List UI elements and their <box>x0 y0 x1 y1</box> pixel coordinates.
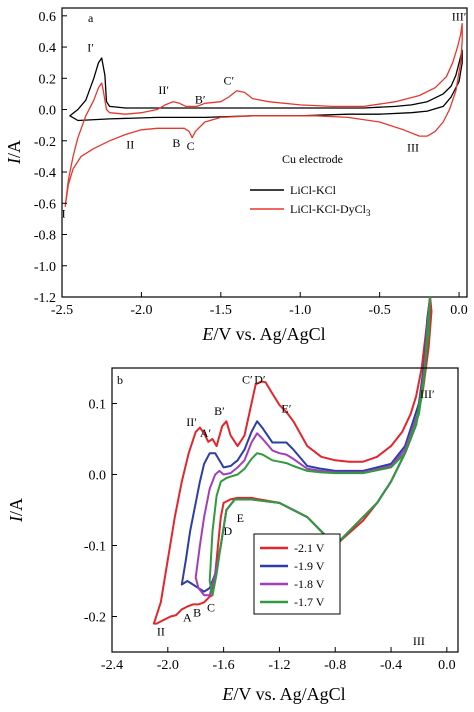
xtick-label-a-5: 0.0 <box>450 303 468 318</box>
panel-b-frame <box>111 367 459 653</box>
annotation-b-7: E <box>237 511 244 525</box>
annotation-a-2: B′ <box>195 92 206 106</box>
legend-b-entry-1: -1.9 V <box>294 559 325 573</box>
panel-b-label: b <box>117 373 123 387</box>
annotation-b-5: E′ <box>281 402 291 416</box>
ytick-label-b-3: 0.1 <box>89 398 107 413</box>
annotation-b-11: C <box>207 601 215 615</box>
xtick-label-a-1: -2.0 <box>130 303 152 318</box>
xtick-label-b-6: 0.0 <box>438 658 456 673</box>
ytick-label-b-2: 0.0 <box>89 469 107 484</box>
ytick-label-a-4: -0.4 <box>34 166 56 181</box>
panel-b: -2.4 -2.0 -1.6 -1.2 -0.8 -0.4 0.0 -0.2 -0.1 0.0 0.… <box>6 296 459 704</box>
annotation-a-8: III <box>407 141 419 155</box>
annotation-b-3: C′ <box>242 373 253 387</box>
ytick-label-a-2: -0.8 <box>34 229 56 244</box>
panel-b-ticks: -2.4 -2.0 -1.6 -1.2 -0.8 -0.4 0.0 -0.2 -0.1 0.0 0.… <box>84 398 456 674</box>
legend-a-entry-1-subscript: 3 <box>366 208 371 218</box>
xtick-label-a-4: -0.5 <box>369 303 391 318</box>
xtick-label-b-3: -1.2 <box>268 658 290 673</box>
panel-a-ticks: -2.5 -2.0 -1.5 -1.0 -0.5 0.0 -1.2 -1.0 -0.8 -0.6 -… <box>34 10 468 318</box>
annotation-b-1: A′ <box>200 426 212 440</box>
series-a-0 <box>69 49 463 122</box>
xtick-label-b-1: -2.0 <box>157 658 179 673</box>
xtick-label-b-2: -1.6 <box>213 658 235 673</box>
annotation-b-10: B <box>193 606 201 620</box>
xtick-label-a-3: -1.0 <box>289 303 311 318</box>
annotation-b-0: II′ <box>186 415 197 429</box>
panel-b-ylabel: I/A <box>6 498 26 523</box>
annotation-b-2: B′ <box>214 404 225 418</box>
annotation-a-3: C′ <box>223 74 234 88</box>
annotation-a-9: I <box>62 206 66 220</box>
xtick-label-b-5: -0.4 <box>380 658 402 673</box>
ytick-label-a-9: 0.6 <box>39 10 57 25</box>
ytick-label-a-3: -0.6 <box>34 197 56 212</box>
ytick-label-a-0: -1.2 <box>34 291 56 306</box>
ytick-label-b-1: -0.1 <box>84 540 106 555</box>
ytick-label-a-5: -0.2 <box>34 135 56 150</box>
annotation-b-8: D <box>223 524 232 538</box>
legend-a-entry-1: LiCl-KCl-DyCl3 <box>290 202 371 218</box>
xtick-label-a-0: -2.5 <box>51 303 73 318</box>
ytick-label-a-1: -1.0 <box>34 260 56 275</box>
legend-a-title: Cu electrode <box>282 152 343 166</box>
xtick-label-a-2: -1.5 <box>210 303 232 318</box>
annotation-b-9: A <box>183 610 192 624</box>
ytick-label-a-8: 0.4 <box>39 41 57 56</box>
annotation-b-12: II <box>157 625 165 639</box>
series-b-0 <box>152 296 433 625</box>
ytick-label-b-0: -0.2 <box>84 611 106 626</box>
annotation-a-6: B <box>172 136 180 150</box>
panel-a-frame <box>61 7 468 298</box>
panel-a-xlabel: E/V vs. Ag/AgCl <box>201 324 325 344</box>
legend-b-entry-3: -1.7 V <box>294 595 325 609</box>
annotation-a-1: II′ <box>158 83 169 97</box>
xtick-label-b-4: -0.8 <box>324 658 346 673</box>
annotation-a-0: I′ <box>87 41 94 55</box>
panel-a-ylabel: I/A <box>4 140 24 165</box>
annotation-a-5: II <box>126 138 134 152</box>
legend-a-entry-0: LiCl-KCl <box>290 183 337 197</box>
panel-b-series-layer <box>152 296 433 625</box>
panel-a: -2.5 -2.0 -1.5 -1.0 -0.5 0.0 -1.2 -1.0 -0.8 -0.6 -… <box>4 7 468 344</box>
annotation-b-4: D′ <box>254 373 266 387</box>
panel-b-xlabel: E/V vs. Ag/AgCl <box>221 684 345 704</box>
series-a-1 <box>64 22 463 208</box>
ytick-label-a-6: 0.0 <box>39 104 57 119</box>
panel-a-series-layer <box>64 22 463 208</box>
panel-a-label: a <box>88 11 94 25</box>
xtick-label-b-0: -2.4 <box>101 658 123 673</box>
panel-b-legend: -2.1 V -1.9 V -1.8 V -1.7 V <box>253 533 341 615</box>
legend-b-entry-0: -2.1 V <box>294 541 325 555</box>
series-b-3 <box>208 296 432 597</box>
annotation-a-7: C <box>187 139 195 153</box>
annotation-b-6: III′ <box>420 387 435 401</box>
annotation-a-4: III′ <box>452 9 467 23</box>
legend-b-entry-2: -1.8 V <box>294 577 325 591</box>
annotation-b-13: III <box>413 634 425 648</box>
panel-a-legend: Cu electrode LiCl-KCl LiCl-KCl-DyCl3 <box>250 152 371 218</box>
ytick-label-a-7: 0.2 <box>39 72 57 87</box>
